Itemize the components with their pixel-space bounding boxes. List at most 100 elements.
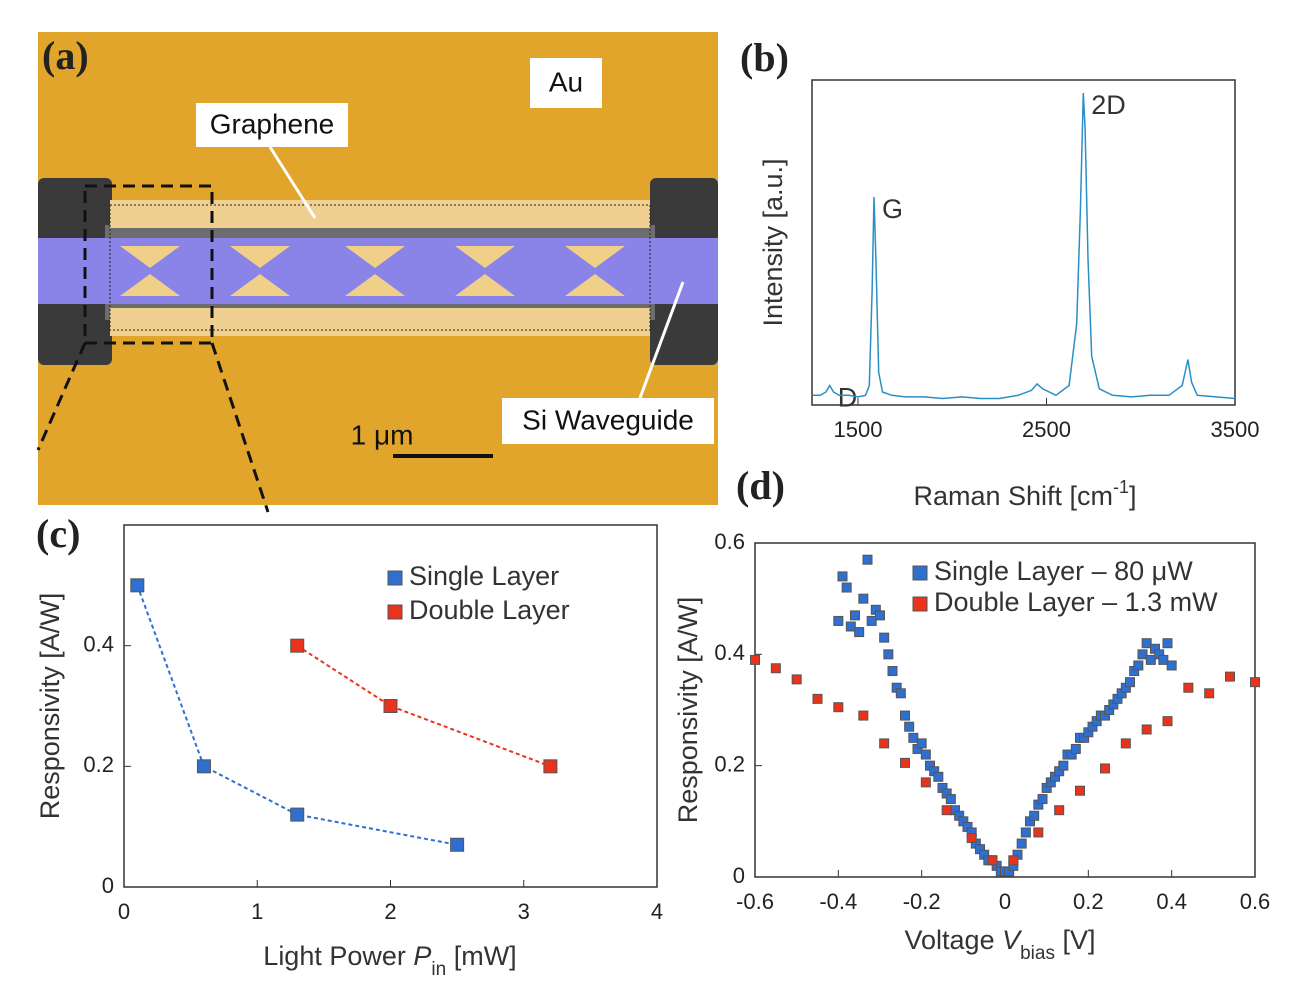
graphene-outline (109, 204, 651, 331)
x-tick-label: 3 (518, 899, 530, 924)
x-tick-label: -0.2 (903, 889, 941, 914)
marker (1058, 760, 1069, 771)
zoom-line (210, 342, 270, 513)
marker (1137, 649, 1148, 660)
y-axis-label: Intensity [a.u.] (758, 158, 788, 326)
marker (1225, 671, 1235, 682)
marker (845, 621, 856, 632)
pointer (268, 146, 317, 219)
legend-marker (387, 570, 403, 586)
x-tick-label: 2500 (1022, 417, 1071, 442)
y-axis-label: Responsivity [A/W] (673, 597, 703, 824)
marker (1016, 838, 1027, 849)
bowties (120, 246, 625, 296)
marker (833, 702, 844, 713)
legend-marker (912, 596, 928, 612)
marker (987, 855, 998, 866)
zoom-box (83, 184, 214, 345)
panel-label: (d) (736, 463, 785, 508)
marker (543, 759, 558, 774)
legend-label: Double Layer – 1.3 mW (934, 587, 1218, 617)
label: Si Waveguide (522, 404, 694, 435)
panel-label: (a) (42, 33, 89, 78)
series-line (812, 92, 1236, 400)
marker (1133, 660, 1144, 671)
marker (837, 571, 848, 582)
marker (854, 627, 865, 638)
marker (450, 837, 465, 852)
marker (1125, 677, 1135, 688)
x-tick-label: 2 (384, 899, 396, 924)
annotation: G (882, 194, 903, 224)
marker (290, 807, 305, 822)
y-tick-label: 0.4 (714, 640, 745, 665)
marker (879, 738, 890, 749)
x-tick-label: -0.4 (819, 889, 857, 914)
x-tick-label: 3500 (1211, 417, 1260, 442)
marker (1075, 785, 1085, 796)
marker (858, 593, 869, 604)
marker (850, 610, 860, 621)
x-tick-label: 4 (651, 899, 663, 924)
marker (1250, 677, 1260, 688)
marker (1166, 660, 1177, 671)
legend-label: Single Layer – 80 μW (934, 556, 1193, 586)
marker (130, 578, 145, 593)
x-tick-label: 0 (118, 899, 130, 924)
series-line (296, 644, 551, 768)
legend-marker (912, 565, 928, 581)
marker (920, 749, 931, 760)
scale-label: 1 μm (351, 419, 414, 450)
x-tick-label: -0.6 (736, 889, 774, 914)
marker (1070, 743, 1081, 754)
marker (1054, 805, 1065, 816)
x-tick-label: 0.4 (1156, 889, 1187, 914)
marker (750, 654, 760, 665)
y-tick-label: 0.6 (714, 529, 745, 554)
marker (879, 632, 890, 643)
label: Au (549, 66, 583, 97)
marker (875, 610, 885, 621)
marker (1162, 716, 1173, 727)
y-tick-label: 0.4 (83, 631, 114, 656)
marker (883, 649, 894, 660)
marker (1033, 827, 1044, 838)
marker (966, 833, 977, 844)
x-axis-label: Voltage Vbias [V] (905, 925, 1096, 964)
graphene-bottom (110, 308, 650, 336)
marker (895, 688, 906, 699)
label: Graphene (210, 108, 335, 139)
marker (920, 777, 931, 788)
marker (908, 732, 919, 743)
label-box (502, 398, 714, 444)
graphene-top (110, 200, 650, 228)
x-axis-label: Raman Shift [cm-1] (913, 477, 1136, 511)
y-axis-label: Responsivity [A/W] (35, 593, 65, 820)
marker (887, 666, 898, 677)
marker (1145, 654, 1156, 665)
marker (862, 554, 873, 565)
marker (1020, 827, 1031, 838)
marker (916, 738, 927, 749)
marker (1100, 763, 1110, 774)
marker (290, 638, 305, 653)
marker (770, 663, 781, 674)
marker (945, 794, 956, 805)
pointer (638, 281, 685, 399)
x-tick-label: 0.6 (1240, 889, 1271, 914)
x-tick-label: 0.2 (1073, 889, 1104, 914)
marker (1158, 654, 1169, 665)
marker (1162, 638, 1173, 649)
marker (383, 699, 398, 713)
annotation: D (838, 383, 858, 413)
y-tick-label: 0.2 (83, 752, 114, 777)
series-line (136, 584, 458, 846)
plot-frame (811, 79, 1236, 406)
marker (833, 615, 844, 626)
marker (1141, 638, 1152, 649)
marker (904, 721, 915, 732)
zoom-line (36, 342, 87, 451)
marker (812, 693, 823, 704)
marker (1120, 738, 1131, 749)
